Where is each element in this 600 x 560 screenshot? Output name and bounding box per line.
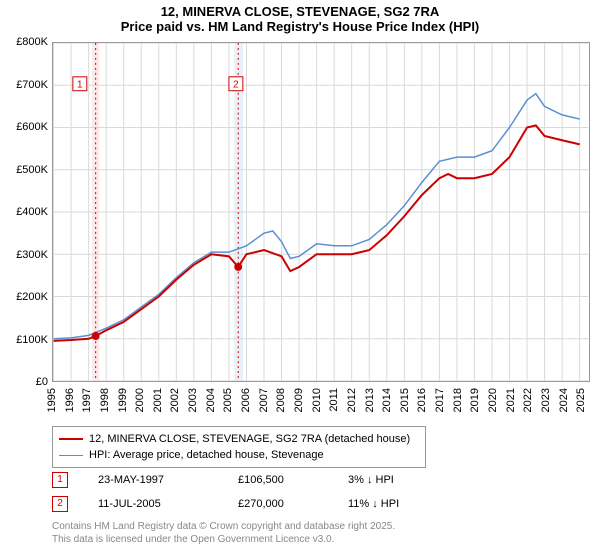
marker-date: 23-MAY-1997 xyxy=(98,474,238,486)
x-tick-label: 2017 xyxy=(434,388,446,412)
marker-badge: 2 xyxy=(52,496,68,512)
x-tick-label: 2010 xyxy=(311,388,323,412)
y-tick-label: £100K xyxy=(2,334,48,346)
x-tick-label: 2015 xyxy=(399,388,411,412)
marker-pct: 3% ↓ HPI xyxy=(348,474,468,486)
title-line-2: Price paid vs. HM Land Registry's House … xyxy=(0,19,600,34)
marker-badge: 1 xyxy=(52,472,68,488)
marker-price: £106,500 xyxy=(238,474,348,486)
y-tick-label: £0 xyxy=(2,376,48,388)
x-tick-label: 2018 xyxy=(452,388,464,412)
marker-row: 1 23-MAY-1997 £106,500 3% ↓ HPI xyxy=(52,468,468,492)
x-tick-label: 2000 xyxy=(134,388,146,412)
x-tick-label: 1996 xyxy=(64,388,76,412)
y-tick-label: £400K xyxy=(2,206,48,218)
x-tick-label: 2009 xyxy=(293,388,305,412)
line-chart: 12 xyxy=(52,42,590,382)
x-tick-label: 2020 xyxy=(487,388,499,412)
chart-area: 12 xyxy=(52,42,590,382)
x-tick-label: 2019 xyxy=(469,388,481,412)
y-tick-label: £700K xyxy=(2,79,48,91)
legend-item: HPI: Average price, detached house, Stev… xyxy=(59,447,419,463)
y-tick-label: £200K xyxy=(2,291,48,303)
x-tick-label: 2021 xyxy=(505,388,517,412)
svg-text:2: 2 xyxy=(233,80,239,91)
chart-container: 12, MINERVA CLOSE, STEVENAGE, SG2 7RA Pr… xyxy=(0,0,600,560)
x-tick-label: 2016 xyxy=(416,388,428,412)
x-tick-label: 2013 xyxy=(364,388,376,412)
x-tick-label: 1997 xyxy=(81,388,93,412)
legend-label: HPI: Average price, detached house, Stev… xyxy=(89,449,324,461)
y-tick-label: £300K xyxy=(2,249,48,261)
x-tick-label: 2024 xyxy=(558,388,570,412)
x-tick-label: 1998 xyxy=(99,388,111,412)
y-tick-label: £800K xyxy=(2,36,48,48)
x-tick-label: 2023 xyxy=(540,388,552,412)
x-tick-label: 2006 xyxy=(240,388,252,412)
x-tick-label: 2022 xyxy=(522,388,534,412)
x-tick-label: 2004 xyxy=(205,388,217,412)
legend-swatch xyxy=(59,438,83,440)
legend-item: 12, MINERVA CLOSE, STEVENAGE, SG2 7RA (d… xyxy=(59,431,419,447)
attribution-line-2: This data is licensed under the Open Gov… xyxy=(52,533,395,546)
x-tick-label: 1999 xyxy=(117,388,129,412)
x-tick-label: 2005 xyxy=(222,388,234,412)
x-tick-label: 2011 xyxy=(328,388,340,412)
marker-date: 11-JUL-2005 xyxy=(98,498,238,510)
x-tick-label: 2007 xyxy=(258,388,270,412)
attribution-line-1: Contains HM Land Registry data © Crown c… xyxy=(52,520,395,533)
x-tick-label: 2025 xyxy=(575,388,587,412)
x-tick-label: 2003 xyxy=(187,388,199,412)
marker-pct: 11% ↓ HPI xyxy=(348,498,468,510)
y-tick-label: £500K xyxy=(2,164,48,176)
title-line-1: 12, MINERVA CLOSE, STEVENAGE, SG2 7RA xyxy=(0,4,600,19)
x-tick-label: 2008 xyxy=(275,388,287,412)
title-block: 12, MINERVA CLOSE, STEVENAGE, SG2 7RA Pr… xyxy=(0,0,600,36)
y-tick-label: £600K xyxy=(2,121,48,133)
legend-swatch xyxy=(59,455,83,456)
x-tick-label: 2001 xyxy=(152,388,164,412)
marker-row: 2 11-JUL-2005 £270,000 11% ↓ HPI xyxy=(52,492,468,516)
marker-price: £270,000 xyxy=(238,498,348,510)
legend: 12, MINERVA CLOSE, STEVENAGE, SG2 7RA (d… xyxy=(52,426,426,468)
attribution: Contains HM Land Registry data © Crown c… xyxy=(52,520,395,546)
legend-label: 12, MINERVA CLOSE, STEVENAGE, SG2 7RA (d… xyxy=(89,433,410,445)
x-tick-label: 2014 xyxy=(381,388,393,412)
x-tick-label: 1995 xyxy=(46,388,58,412)
x-tick-label: 2002 xyxy=(169,388,181,412)
x-tick-label: 2012 xyxy=(346,388,358,412)
marker-table: 1 23-MAY-1997 £106,500 3% ↓ HPI 2 11-JUL… xyxy=(52,468,468,516)
svg-text:1: 1 xyxy=(77,80,83,91)
